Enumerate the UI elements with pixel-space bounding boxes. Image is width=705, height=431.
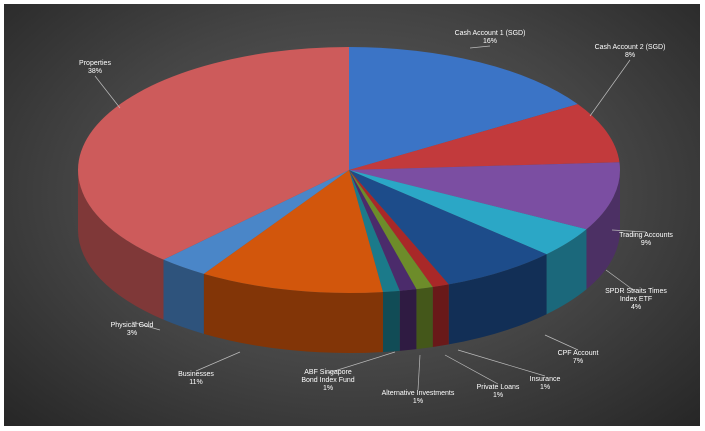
label-name: ABF Singapore Bond Index Fund — [301, 369, 355, 384]
label-name: Trading Accounts — [619, 232, 673, 239]
pie-slice — [349, 47, 578, 170]
leader-line — [195, 351, 241, 372]
data-label: Businesses 11% — [178, 371, 214, 387]
label-value: 4% — [630, 304, 642, 311]
pie-slice — [349, 162, 620, 230]
pie-slice — [349, 170, 449, 287]
label-name: CPF Account — [557, 350, 599, 357]
slice-sides — [77, 170, 620, 353]
label-name: SPDR Straits Times Index ETF — [605, 288, 667, 303]
slice-side — [586, 170, 620, 290]
label-name: Insurance — [529, 376, 561, 383]
leader-line — [589, 59, 631, 117]
label-value: 1% — [492, 392, 504, 399]
label-value: 8% — [624, 52, 636, 59]
leader-line — [327, 351, 396, 374]
label-name: Properties — [79, 60, 111, 67]
data-label: Alternative Investments 1% — [382, 390, 455, 406]
label-name: Physical Gold — [110, 322, 154, 329]
slice-side — [416, 286, 433, 350]
label-value: 3% — [126, 330, 138, 337]
label-name: Businesses — [178, 371, 214, 378]
slice-side — [399, 289, 417, 351]
label-value: 16% — [482, 38, 497, 45]
slice-side — [77, 170, 164, 320]
data-label: Properties 38% — [79, 60, 111, 76]
label-value: 38% — [87, 68, 102, 75]
pie-slice — [349, 170, 547, 285]
pie-slice — [349, 170, 400, 293]
data-label: Cash Account 1 (SGD) 16% — [455, 30, 526, 46]
slice-side — [432, 284, 449, 347]
slice-side — [546, 229, 587, 315]
slice-side — [163, 259, 204, 334]
leader-line — [544, 334, 579, 351]
leader-line — [611, 229, 647, 233]
leader-line — [605, 269, 637, 293]
label-name: Cash Account 2 (SGD) — [594, 44, 666, 51]
data-label: ABF Singapore Bond Index Fund 1% — [297, 369, 359, 393]
label-value: 1% — [412, 398, 424, 405]
data-label: SPDR Straits Times Index ETF 4% — [605, 288, 667, 312]
label-name: Cash Account 1 (SGD) — [454, 30, 526, 37]
pie-slice — [203, 170, 383, 293]
label-value: 1% — [322, 385, 334, 392]
data-label: Physical Gold 3% — [111, 322, 154, 338]
slice-side — [203, 273, 383, 353]
label-value: 9% — [640, 240, 652, 247]
leader-line — [417, 354, 421, 391]
leader-line — [94, 75, 121, 109]
pie-slice — [349, 170, 433, 290]
data-label: Cash Account 2 (SGD) 8% — [595, 44, 666, 60]
label-value: 11% — [189, 379, 203, 386]
leader-line — [457, 349, 546, 377]
label-name: Alternative Investments — [381, 390, 455, 397]
data-label: Private Loans 1% — [477, 384, 520, 400]
slice-side — [382, 290, 400, 353]
pie-slice — [349, 170, 417, 291]
leader-line — [469, 45, 491, 49]
leader-line — [131, 321, 161, 331]
label-name: Private Loans — [476, 384, 520, 391]
label-value: 7% — [572, 358, 584, 365]
pie-slice — [163, 170, 349, 274]
data-label: CPF Account 7% — [558, 350, 599, 366]
data-label: Trading Accounts 9% — [619, 232, 673, 248]
data-label: Insurance 1% — [530, 376, 561, 392]
pie-slice — [349, 104, 620, 170]
pie-slice — [349, 170, 587, 255]
slice-side — [448, 254, 547, 345]
leader-line — [444, 354, 499, 385]
label-value: 1% — [539, 384, 551, 391]
leader-lines — [94, 45, 647, 391]
pie-slice — [78, 47, 350, 260]
